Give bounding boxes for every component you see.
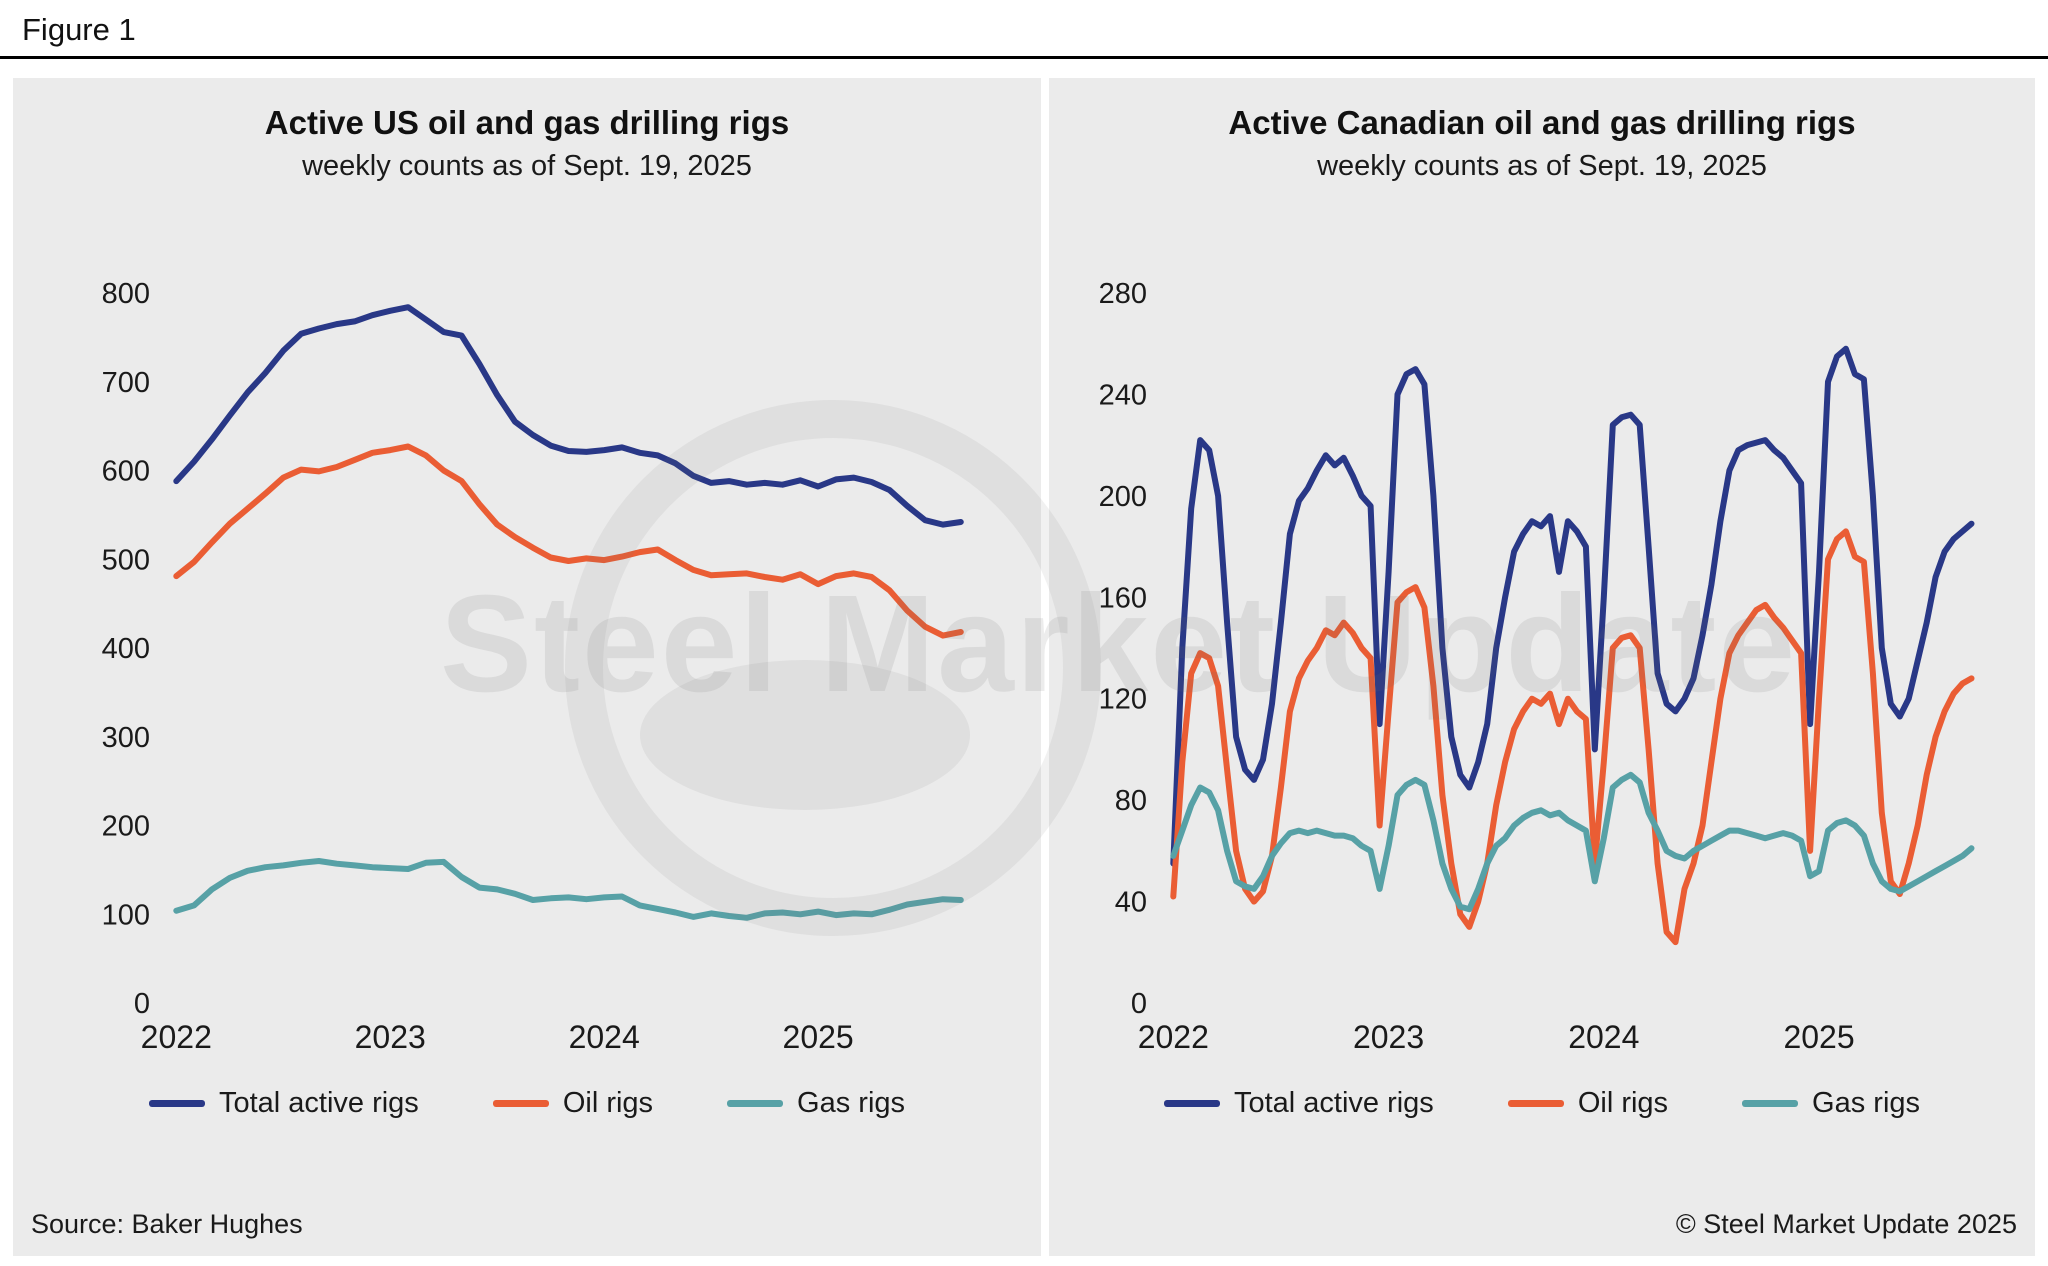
canada-chart-panel: Active Canadian oil and gas drilling rig… [1049, 78, 2035, 1256]
canada-chart-subtitle: weekly counts as of Sept. 19, 2025 [1317, 150, 1767, 182]
x-tick-label: 2022 [1138, 1019, 1209, 1055]
y-tick-label: 500 [102, 544, 150, 576]
x-tick-label: 2024 [569, 1019, 640, 1055]
legend-label-gas: Gas rigs [1812, 1087, 1921, 1119]
legend-item-total: Total active rigs [1163, 1087, 1434, 1120]
x-tick-label: 2025 [783, 1019, 854, 1055]
y-tick-label: 400 [102, 633, 150, 665]
source-note: Source: Baker Hughes [31, 1209, 303, 1239]
x-tick-label: 2025 [1783, 1019, 1854, 1055]
us-chart-panel: Active US oil and gas drilling rigs week… [13, 78, 1041, 1256]
legend-label-oil: Oil rigs [562, 1087, 654, 1119]
y-tick-label: 40 [1115, 887, 1147, 919]
y-tick-label: 600 [102, 456, 150, 488]
y-tick-label: 200 [1099, 481, 1147, 513]
legend-swatch-total [148, 1100, 205, 1107]
series-line-total [1170, 345, 1975, 867]
legend-item-total: Total active rigs [148, 1087, 419, 1120]
legend-label-oil: Oil rigs [1577, 1087, 1669, 1119]
legend-swatch-total [1163, 1100, 1220, 1107]
series-line-oil [173, 443, 964, 639]
legend-item-oil: Oil rigs [492, 1087, 654, 1120]
legend-label-total: Total active rigs [1233, 1087, 1434, 1119]
canada-chart-title: Active Canadian oil and gas drilling rig… [1228, 104, 1856, 141]
y-tick-label: 280 [1099, 278, 1147, 310]
y-tick-label: 300 [102, 722, 150, 754]
legend-label-total: Total active rigs [218, 1087, 419, 1119]
copyright-note: © Steel Market Update 2025 [1675, 1209, 2017, 1239]
legend-swatch-oil [492, 1100, 549, 1107]
legend-item-oil: Oil rigs [1507, 1087, 1669, 1120]
us-chart: 0 100 200 300 400 500 600 700 800 2022 2023 2024 202… [102, 278, 964, 1055]
legend-item-gas: Gas rigs [727, 1087, 905, 1120]
y-tick-label: 800 [102, 278, 150, 310]
y-tick-label: 100 [102, 899, 150, 931]
us-chart-legend: Total active rigs Oil rigs Gas rigs [13, 1087, 1041, 1120]
x-tick-label: 2023 [1353, 1019, 1424, 1055]
y-tick-label: 80 [1115, 785, 1147, 817]
y-tick-label: 240 [1099, 379, 1147, 411]
y-tick-label: 700 [102, 367, 150, 399]
figure-header: Figure 1 [0, 0, 2048, 59]
figure-label: Figure 1 [22, 12, 136, 47]
x-tick-label: 2024 [1568, 1019, 1639, 1055]
legend-swatch-gas [1742, 1100, 1799, 1107]
canada-chart: 0 40 80 120 160 200 240 280 2022 2023 2024 2025 [1099, 278, 1975, 1055]
series-line-gas [173, 858, 964, 921]
chart-panels: Active US oil and gas drilling rigs week… [13, 78, 2035, 1256]
x-tick-label: 2023 [355, 1019, 426, 1055]
y-tick-label: 120 [1099, 684, 1147, 716]
us-chart-subtitle: weekly counts as of Sept. 19, 2025 [302, 150, 752, 182]
legend-item-gas: Gas rigs [1742, 1087, 1920, 1120]
legend-swatch-oil [1507, 1100, 1564, 1107]
y-tick-label: 0 [134, 988, 150, 1020]
legend-swatch-gas [727, 1100, 784, 1107]
series-line-oil [1170, 528, 1975, 946]
legend-label-gas: Gas rigs [797, 1087, 906, 1119]
series-line-total [173, 304, 964, 528]
canada-chart-legend: Total active rigs Oil rigs Gas rigs [1049, 1087, 2035, 1120]
y-tick-label: 160 [1099, 582, 1147, 614]
us-chart-title: Active US oil and gas drilling rigs [264, 104, 790, 141]
x-tick-label: 2022 [141, 1019, 212, 1055]
series-line-gas [1170, 771, 1975, 913]
y-tick-label: 200 [102, 811, 150, 843]
y-tick-label: 0 [1131, 988, 1147, 1020]
